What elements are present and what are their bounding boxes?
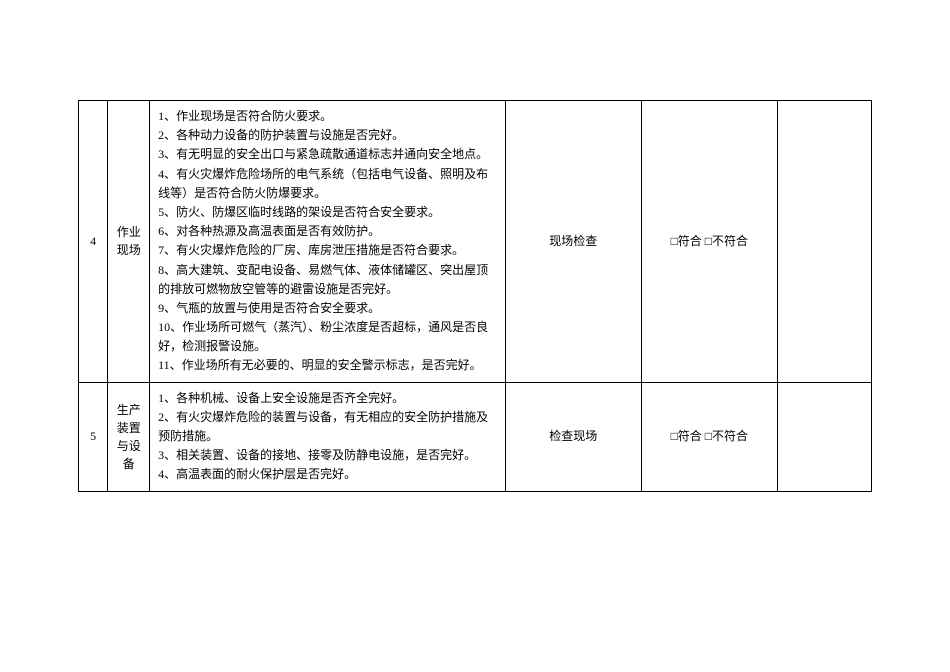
content-item: 2、有火灾爆炸危险的装置与设备，有无相应的安全防护措施及预防措施。 [158,408,497,446]
method-label: 检查现场 [549,429,597,443]
page: 4 作业现场 1、作业现场是否符合防火要求。 2、各种动力设备的防护装置与设施是… [0,0,950,532]
content-item: 7、有火灾爆炸危险的厂房、库房泄压措施是否符合要求。 [158,241,497,260]
result-cell: □符合 □不符合 [641,382,777,491]
content-item: 5、防火、防爆区临时线路的架设是否符合安全要求。 [158,203,497,222]
content-item: 10、作业场所可燃气（蒸汽）、粉尘浓度是否超标，通风是否良好，检测报警设施。 [158,318,497,356]
content-item: 4、有火灾爆炸危险场所的电气系统（包括电气设备、照明及布线等）是否符合防火防爆要… [158,165,497,203]
content-cell: 1、各种机械、设备上安全设施是否齐全完好。 2、有火灾爆炸危险的装置与设备，有无… [150,382,506,491]
row-number-cell: 5 [79,382,108,491]
category-cell: 作业现场 [108,101,150,383]
blank-cell [777,382,871,491]
table-row: 5 生产装置与设备 1、各种机械、设备上安全设施是否齐全完好。 2、有火灾爆炸危… [79,382,872,491]
result-cell: □符合 □不符合 [641,101,777,383]
blank-cell [777,101,871,383]
content-item: 11、作业场所有无必要的、明显的安全警示标志，是否完好。 [158,356,497,375]
content-item: 9、气瓶的放置与使用是否符合安全要求。 [158,299,497,318]
category-cell: 生产装置与设备 [108,382,150,491]
inspection-table: 4 作业现场 1、作业现场是否符合防火要求。 2、各种动力设备的防护装置与设施是… [78,100,872,492]
method-cell: 检查现场 [505,382,641,491]
content-item: 3、有无明显的安全出口与紧急疏散通道标志并通向安全地点。 [158,145,497,164]
method-cell: 现场检查 [505,101,641,383]
result-label: □符合 □不符合 [671,234,749,248]
content-item: 4、高温表面的耐火保护层是否完好。 [158,465,497,484]
table-row: 4 作业现场 1、作业现场是否符合防火要求。 2、各种动力设备的防护装置与设施是… [79,101,872,383]
content-cell: 1、作业现场是否符合防火要求。 2、各种动力设备的防护装置与设施是否完好。 3、… [150,101,506,383]
row-number: 4 [90,234,96,248]
category-label: 生产装置与设备 [117,403,141,471]
result-label: □符合 □不符合 [671,429,749,443]
row-number: 5 [90,429,96,443]
content-item: 3、相关装置、设备的接地、接零及防静电设施，是否完好。 [158,446,497,465]
content-item: 1、作业现场是否符合防火要求。 [158,107,497,126]
content-item: 1、各种机械、设备上安全设施是否齐全完好。 [158,389,497,408]
content-item: 2、各种动力设备的防护装置与设施是否完好。 [158,126,497,145]
content-item: 6、对各种热源及高温表面是否有效防护。 [158,222,497,241]
category-label: 作业现场 [117,225,141,257]
content-item: 8、高大建筑、变配电设备、易燃气体、液体储罐区、突出屋顶的排放可燃物放空管等的避… [158,261,497,299]
row-number-cell: 4 [79,101,108,383]
table-body: 4 作业现场 1、作业现场是否符合防火要求。 2、各种动力设备的防护装置与设施是… [79,101,872,492]
method-label: 现场检查 [549,234,597,248]
